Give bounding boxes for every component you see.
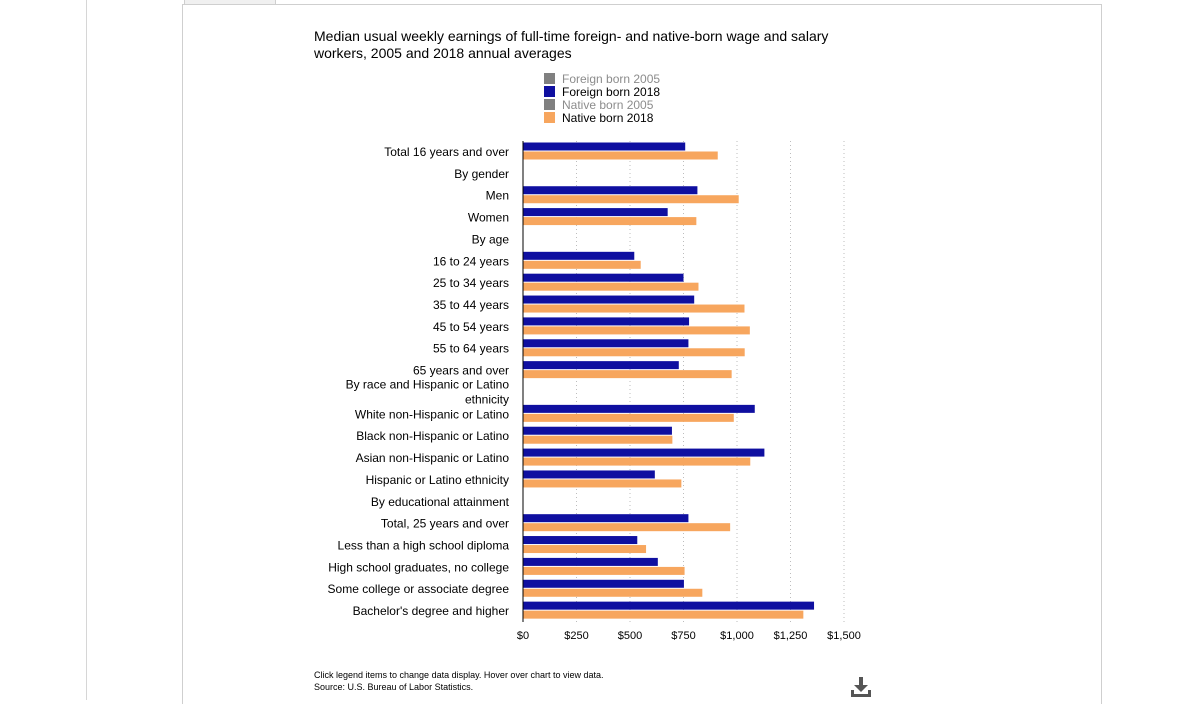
- bar[interactable]: [523, 579, 684, 588]
- x-tick-label: $0: [517, 630, 529, 642]
- category-label: Asian non-Hispanic or Latino: [356, 451, 510, 465]
- bar[interactable]: [523, 545, 647, 554]
- legend-item-foreign-2018[interactable]: Foreign born 2018: [544, 84, 661, 99]
- category-label: Some college or associate degree: [328, 582, 510, 596]
- chart-title-line1: Median usual weekly earnings of full-tim…: [314, 28, 829, 44]
- bar[interactable]: [523, 479, 682, 488]
- chart-footer: Click legend items to change data displa…: [314, 669, 603, 693]
- category-label: ethnicity: [465, 392, 509, 406]
- category-label: 55 to 64 years: [433, 342, 509, 356]
- category-label: Men: [486, 189, 509, 203]
- chart-panel: [182, 4, 1102, 704]
- chart-title-line2: workers, 2005 and 2018 annual averages: [314, 45, 572, 61]
- category-label: By age: [472, 232, 510, 246]
- bar[interactable]: [523, 304, 745, 313]
- bar[interactable]: [523, 361, 679, 370]
- category-label: 45 to 54 years: [433, 320, 509, 334]
- category-label: 35 to 44 years: [433, 298, 509, 312]
- bar[interactable]: [523, 523, 731, 532]
- bar[interactable]: [523, 273, 684, 282]
- bar[interactable]: [523, 326, 750, 335]
- bar[interactable]: [523, 195, 739, 204]
- bar[interactable]: [523, 448, 765, 457]
- download-icon: [851, 677, 871, 697]
- legend-label: Native born 2018: [562, 110, 654, 125]
- bar[interactable]: [523, 317, 690, 326]
- page-frame-left: [86, 0, 87, 700]
- bar[interactable]: [523, 536, 638, 545]
- x-tick-label: $250: [564, 630, 588, 642]
- bar[interactable]: [523, 151, 718, 160]
- bar[interactable]: [523, 435, 673, 444]
- legend-swatch: [544, 99, 555, 110]
- category-label: Black non-Hispanic or Latino: [356, 429, 509, 443]
- category-label: Total 16 years and over: [384, 145, 509, 159]
- legend-label: Foreign born 2018: [562, 84, 661, 99]
- bar[interactable]: [523, 566, 685, 575]
- category-label: White non-Hispanic or Latino: [355, 407, 509, 421]
- category-label: By gender: [454, 167, 509, 181]
- legend-label: Native born 2005: [562, 97, 654, 112]
- bar[interactable]: [523, 260, 641, 269]
- bar[interactable]: [523, 217, 697, 226]
- bar[interactable]: [523, 470, 655, 479]
- bar[interactable]: [523, 610, 804, 619]
- bar[interactable]: [523, 295, 695, 304]
- footer-source: Source: U.S. Bureau of Labor Statistics.: [314, 682, 474, 692]
- x-tick-label: $500: [618, 630, 642, 642]
- legend-item-native-2018[interactable]: Native born 2018: [544, 110, 660, 125]
- bar[interactable]: [523, 282, 699, 291]
- bar[interactable]: [523, 514, 689, 523]
- bar[interactable]: [523, 588, 703, 597]
- x-tick-label: $1,500: [827, 630, 861, 642]
- bar[interactable]: [523, 370, 732, 379]
- category-label: Less than a high school diploma: [338, 538, 510, 552]
- bar[interactable]: [523, 404, 755, 413]
- category-label: 25 to 34 years: [433, 276, 509, 290]
- bar[interactable]: [523, 251, 635, 260]
- bar[interactable]: [523, 348, 745, 357]
- category-label: By race and Hispanic or Latino: [346, 377, 510, 391]
- bar[interactable]: [523, 601, 815, 610]
- legend-swatch: [544, 86, 555, 97]
- category-label: 16 to 24 years: [433, 254, 509, 268]
- bar[interactable]: [523, 426, 672, 435]
- legend-label: Foreign born 2005: [562, 71, 661, 86]
- bar[interactable]: [523, 557, 658, 566]
- category-label: High school graduates, no college: [328, 560, 509, 574]
- legend-swatch: [544, 73, 555, 84]
- x-tick-label: $1,250: [774, 630, 808, 642]
- chart-title: Median usual weekly earnings of full-tim…: [314, 28, 854, 62]
- x-tick-label: $750: [671, 630, 695, 642]
- x-tick-label: $1,000: [720, 630, 754, 642]
- category-label: 65 years and over: [413, 364, 509, 378]
- legend-item-foreign-2005[interactable]: Foreign born 2005: [544, 71, 661, 86]
- category-label: Bachelor's degree and higher: [353, 604, 509, 618]
- bar[interactable]: [523, 186, 698, 195]
- bar[interactable]: [523, 413, 734, 422]
- bar[interactable]: [523, 457, 751, 466]
- legend-item-native-2005[interactable]: Native born 2005: [544, 97, 660, 112]
- chart-legend: Foreign born 2005 Foreign born 2018 Nati…: [544, 71, 661, 125]
- download-button[interactable]: [849, 676, 873, 698]
- legend-swatch: [544, 112, 555, 123]
- bar[interactable]: [523, 208, 668, 217]
- bar[interactable]: [523, 339, 689, 348]
- bar[interactable]: [523, 142, 686, 151]
- category-label: Women: [468, 211, 509, 225]
- category-label: By educational attainment: [371, 495, 510, 509]
- category-label: Total, 25 years and over: [381, 517, 509, 531]
- footer-note: Click legend items to change data displa…: [314, 670, 604, 680]
- category-label: Hispanic or Latino ethnicity: [366, 473, 509, 487]
- tab-stub[interactable]: [184, 0, 276, 5]
